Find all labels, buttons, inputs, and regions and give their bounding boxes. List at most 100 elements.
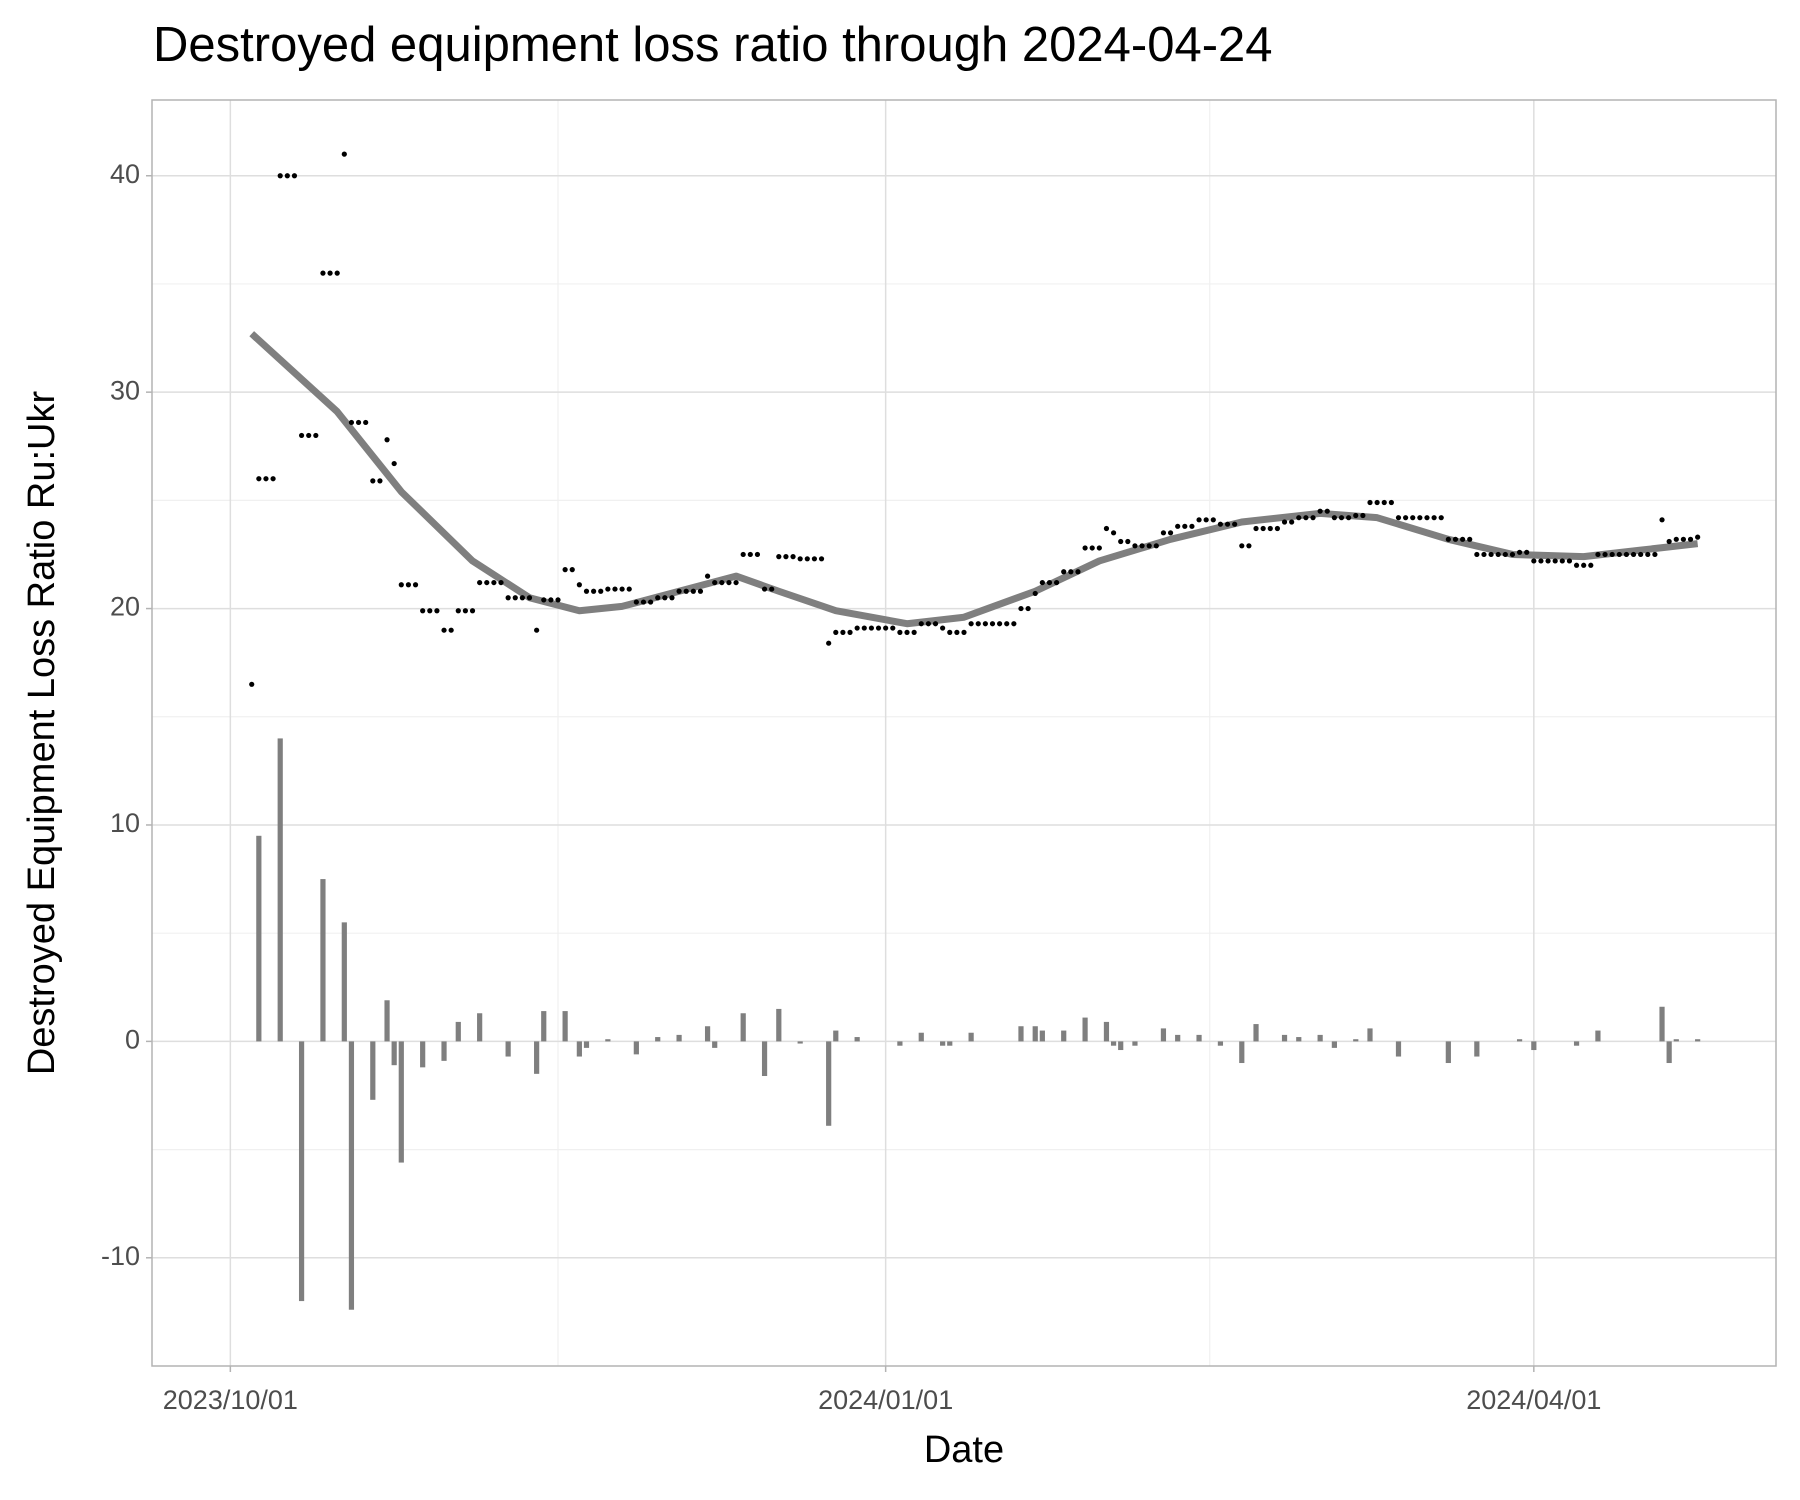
bar xyxy=(712,1041,718,1048)
bar xyxy=(1573,1041,1580,1046)
point xyxy=(427,608,433,614)
point xyxy=(1559,558,1565,564)
bar xyxy=(1673,1039,1679,1042)
bar xyxy=(477,1013,483,1042)
point xyxy=(1267,525,1273,532)
point xyxy=(1566,558,1573,564)
bar xyxy=(1666,1041,1672,1064)
point xyxy=(1246,543,1252,549)
point xyxy=(1046,579,1053,586)
point xyxy=(1289,519,1295,525)
point xyxy=(1459,536,1466,542)
point xyxy=(740,551,746,558)
point xyxy=(989,621,996,627)
bar xyxy=(391,1041,397,1066)
point xyxy=(1224,521,1231,527)
point xyxy=(954,629,960,635)
bar xyxy=(1032,1026,1038,1042)
point xyxy=(818,556,825,562)
point xyxy=(754,551,761,558)
point xyxy=(398,582,404,588)
point xyxy=(1581,562,1587,568)
bar xyxy=(1331,1041,1337,1048)
point xyxy=(747,551,753,558)
bar xyxy=(1281,1034,1288,1042)
point xyxy=(1139,543,1145,549)
point xyxy=(847,629,853,635)
point xyxy=(897,629,903,635)
bar xyxy=(1239,1041,1245,1064)
point xyxy=(1025,605,1031,612)
point xyxy=(1687,536,1694,542)
point xyxy=(327,270,333,276)
bar xyxy=(676,1034,682,1042)
point xyxy=(1609,551,1615,558)
bar xyxy=(1395,1041,1402,1057)
point xyxy=(633,599,639,605)
point xyxy=(1502,551,1508,558)
x-tick-label: 2024/01/01 xyxy=(818,1385,953,1415)
bar xyxy=(420,1041,426,1068)
point xyxy=(256,476,262,482)
point xyxy=(1153,543,1159,549)
point xyxy=(313,432,319,439)
point xyxy=(569,567,575,573)
point xyxy=(1075,569,1081,575)
point xyxy=(1403,515,1409,521)
point xyxy=(840,629,846,635)
point xyxy=(1495,551,1501,558)
bar xyxy=(1595,1030,1601,1042)
point xyxy=(761,586,768,592)
point xyxy=(669,595,675,601)
bar xyxy=(605,1039,611,1042)
point xyxy=(1317,508,1323,514)
point xyxy=(526,595,533,601)
point xyxy=(804,556,810,562)
point xyxy=(1666,538,1672,545)
bar xyxy=(1039,1030,1045,1042)
point xyxy=(1310,515,1316,521)
point xyxy=(1659,517,1665,523)
point xyxy=(612,586,618,592)
bar xyxy=(1353,1039,1359,1042)
point xyxy=(1032,590,1038,597)
bar xyxy=(826,1041,832,1126)
point xyxy=(932,621,939,627)
point xyxy=(890,625,896,631)
bar xyxy=(576,1041,582,1057)
bar xyxy=(1445,1041,1451,1064)
point xyxy=(647,599,654,605)
point xyxy=(712,579,718,586)
point xyxy=(469,608,476,614)
point xyxy=(961,629,967,635)
point xyxy=(591,588,597,594)
point xyxy=(833,629,839,635)
bar xyxy=(277,738,283,1042)
point xyxy=(1160,530,1167,536)
point xyxy=(1338,515,1345,521)
bar xyxy=(1160,1028,1167,1042)
point xyxy=(270,476,276,482)
point xyxy=(505,595,511,601)
point xyxy=(263,476,269,482)
point xyxy=(975,621,981,627)
point xyxy=(1695,534,1701,540)
point xyxy=(284,173,290,179)
point xyxy=(1274,525,1281,532)
point xyxy=(576,582,582,588)
bar xyxy=(256,835,262,1042)
point xyxy=(1068,569,1074,575)
point xyxy=(1103,525,1110,532)
point xyxy=(306,432,312,439)
point xyxy=(355,419,362,426)
y-tick-label: 30 xyxy=(110,375,140,405)
point xyxy=(626,586,632,592)
point xyxy=(405,582,412,588)
point xyxy=(434,608,440,614)
point xyxy=(512,595,518,601)
point xyxy=(1545,558,1551,564)
point xyxy=(1125,538,1131,545)
bar xyxy=(633,1041,639,1055)
